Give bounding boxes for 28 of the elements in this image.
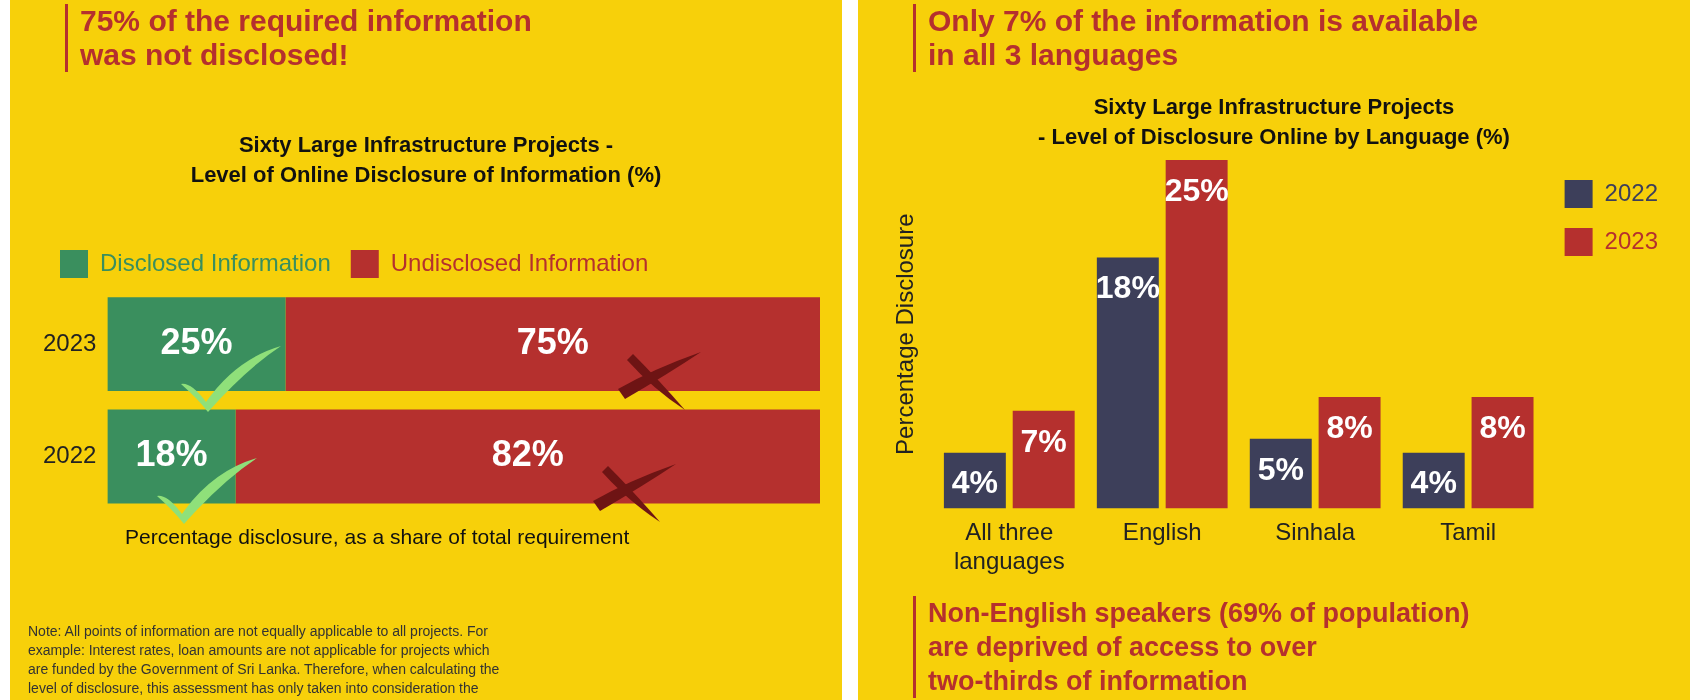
x-tick-label: English xyxy=(1122,518,1202,546)
data-label: 4% xyxy=(1410,464,1457,501)
text: Percentage disclosure, as a share of total requirement xyxy=(125,525,630,549)
text: 75% of the required information was not disclosed! xyxy=(65,4,532,72)
data-label: 8% xyxy=(1326,408,1373,445)
data-label: 4% xyxy=(951,464,998,501)
chart-title: Sixty Large Infrastructure Projects - Level of Disclosure Online by Language (%) xyxy=(1037,93,1511,151)
data-label: 82% xyxy=(491,433,564,475)
chart-title: Sixty Large Infrastructure Projects - Level of Online Disclosure of Information (%) xyxy=(189,131,663,189)
x-tick-label: All three languages xyxy=(953,518,1065,575)
data-label: 18% xyxy=(135,433,208,475)
y-axis-title: Percentage Disclosure xyxy=(891,213,919,455)
legend-label: Undisclosed Information xyxy=(390,248,649,276)
data-label: 25% xyxy=(160,321,233,363)
legend-label: Disclosed Information xyxy=(100,248,331,276)
data-label: 75% xyxy=(516,321,589,363)
text: Note: All points of information are not equally applicable to all projects. For example: Interest rates, loan amounts are not applicable for projects which are funded by the Government of Sri Lanka. Therefore, when calculating the level of disclosure, this assessment has only taken into consideration the xyxy=(28,622,500,698)
text: Non-English speakers (69% of population) are deprived of access to over two-thirds of information xyxy=(913,596,1470,698)
data-label: 7% xyxy=(1020,422,1067,459)
x-tick-label: Tamil xyxy=(1440,518,1497,546)
data-label: 25% xyxy=(1164,171,1229,208)
legend-label: 2023 xyxy=(1604,226,1658,254)
data-label: 18% xyxy=(1095,269,1160,306)
data-label: 5% xyxy=(1257,450,1304,487)
data-label: 8% xyxy=(1479,408,1526,445)
legend-label: 2022 xyxy=(1604,178,1658,206)
text: Only 7% of the information is available in all 3 languages xyxy=(913,4,1479,72)
x-tick-label: Sinhala xyxy=(1275,518,1356,546)
